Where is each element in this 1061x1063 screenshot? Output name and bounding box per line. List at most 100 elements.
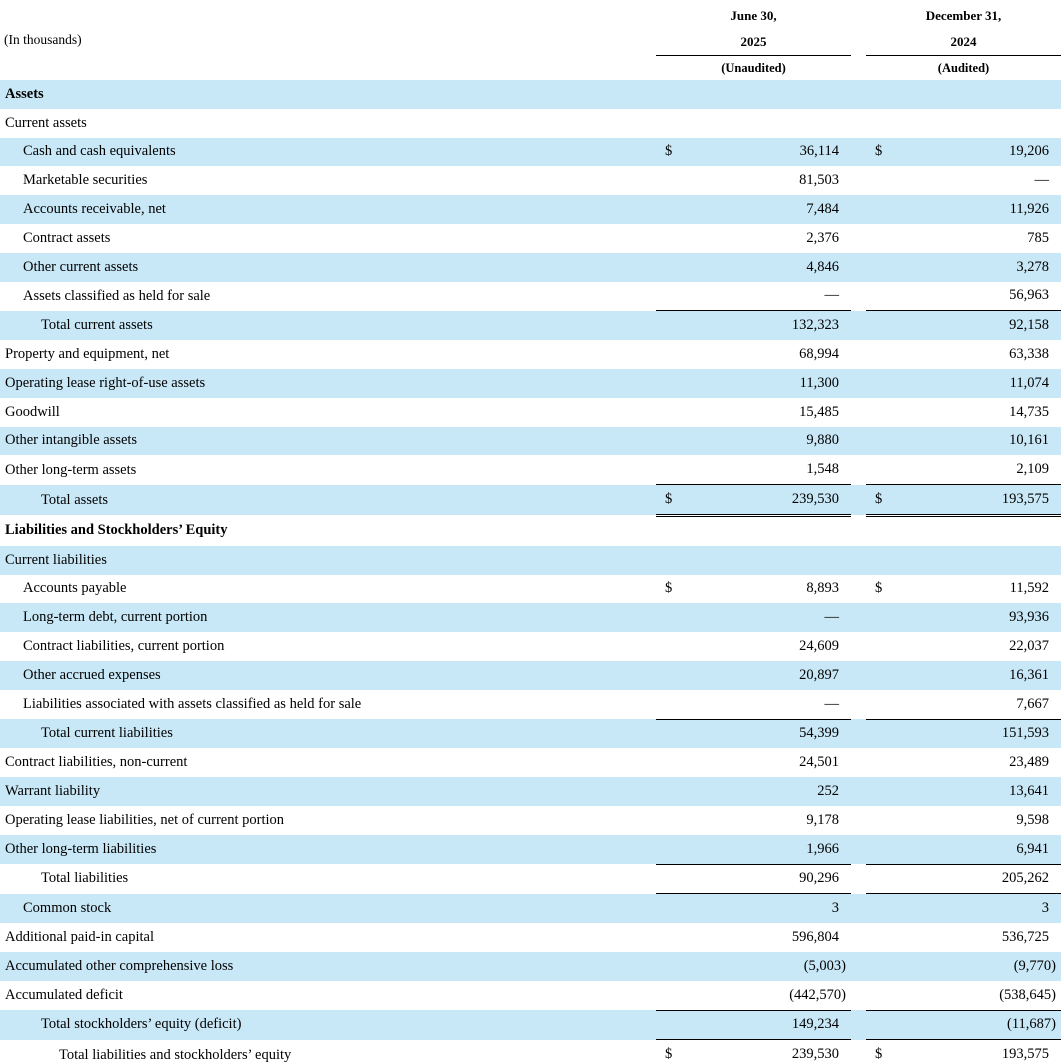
column-header-period-1: June 30, 2025 (Unaudited) [656,0,851,80]
value-col1: — [686,689,851,720]
row-label: Warrant liability [0,777,656,806]
value-col2: 536,725 [1001,929,1049,945]
column-gap [851,282,866,311]
currency-symbol-col1 [656,195,686,224]
value-col1: 596,804 [791,929,839,945]
column-gap [851,455,866,484]
column-gap [851,864,866,894]
value-col2 [896,80,1061,109]
value-col1: 1,966 [686,834,851,865]
row-label: Goodwill [5,403,60,420]
table-row: Total current assets 132,323 92,158 [0,310,1061,341]
currency-symbol-col2 [866,281,896,312]
table-row: Total assets $ 239,530 $ 193,575 [0,484,1061,517]
value-col1: — [686,603,851,633]
currency-symbol-col1 [656,951,686,981]
column-gap [851,834,866,865]
value-col1 [686,109,851,138]
row-label: Assets [0,80,656,109]
column-gap [851,109,866,138]
currency-symbol-col2 [866,806,896,835]
table-row: Total liabilities 90,296 205,262 [0,864,1061,895]
currency-symbol-col1: $ [665,580,673,597]
row-label: Contract assets [23,229,111,246]
currency-symbol-col1 [656,426,686,456]
table-row: Liabilities associated with assets class… [0,689,1061,720]
currency-symbol-col2: $ [875,580,883,597]
currency-symbol-col2: $ [866,1039,896,1063]
currency-symbol-col2: $ [866,137,896,167]
row-label: Other long-term liabilities [0,834,656,865]
currency-symbol-col2: $ [866,484,896,517]
currency-symbol-col2 [866,455,896,486]
column-gap [851,719,866,749]
row-label: Property and equipment, net [5,346,170,363]
table-row: Operating lease liabilities, net of curr… [0,806,1061,835]
value-col1: 2,376 [806,229,839,246]
value-col1: 149,234 [686,1010,851,1041]
currency-symbol-col1 [656,864,686,895]
table-row: Total stockholders’ equity (deficit) 149… [0,1010,1061,1041]
currency-symbol-col1 [656,281,686,312]
currency-symbol-col2 [866,545,896,575]
row-label: Marketable securities [23,172,148,189]
currency-symbol-col1 [656,398,686,427]
currency-symbol-col2 [866,340,896,369]
currency-symbol-col2 [866,515,896,545]
period-1-year: 2025 [740,34,767,49]
table-row: Property and equipment, net 68,994 63,33… [0,340,1061,369]
column-gap [851,166,866,195]
currency-symbol-col2 [866,195,896,224]
value-col2: — [1034,172,1050,189]
row-label: Accumulated other comprehensive loss [0,951,656,981]
value-col2: 11,074 [896,368,1061,398]
value-col1: 81,503 [799,172,839,189]
value-col2 [896,109,1061,138]
currency-symbol-col1 [656,340,686,369]
currency-symbol-col1 [656,806,686,835]
value-col1: 68,994 [799,346,839,363]
value-col1: 132,323 [686,310,851,341]
value-col1: 239,530 [686,1039,851,1063]
column-gap [851,224,866,253]
value-col2: (9,770) [896,951,1061,981]
table-row: Other long-term liabilities 1,966 6,941 [0,834,1061,865]
row-label: Current assets [5,114,87,131]
table-row: Contract liabilities, current portion 24… [0,632,1061,661]
table-row: Current assets [0,109,1061,138]
table-row: Warrant liability 252 13,641 [0,777,1061,806]
row-label: Other current assets [0,252,656,282]
column-gap [851,545,866,575]
currency-symbol-col2 [866,632,896,661]
row-label: Total stockholders’ equity (deficit) [0,1010,656,1040]
value-col2: 23,489 [1009,754,1049,771]
row-label: Common stock [0,893,656,924]
table-row: Other intangible assets 9,880 10,161 [0,426,1061,456]
currency-symbol-col1 [656,252,686,282]
table-row: Total current liabilities 54,399 151,593 [0,719,1061,749]
row-label: Total current liabilities [0,719,656,749]
column-gap [851,398,866,427]
value-col1 [686,545,851,575]
currency-symbol-col1 [656,980,686,1011]
row-label: Other long-term assets [5,461,137,478]
currency-symbol-col1 [656,545,686,575]
column-gap [851,660,866,690]
column-gap [851,80,866,109]
table-row: Contract liabilities, non-current 24,501… [0,748,1061,777]
value-col1: 7,484 [686,195,851,224]
currency-symbol-col1 [656,1010,686,1041]
value-col2 [896,545,1061,575]
table-row: Common stock 3 3 [0,893,1061,924]
table-row: Marketable securities 81,503 — [0,166,1061,195]
value-col2: 22,037 [1009,638,1049,655]
value-col1: 54,399 [686,719,851,749]
value-col2: 6,941 [896,834,1061,865]
currency-symbol-col2 [866,426,896,456]
currency-symbol-col2 [866,166,896,195]
column-gap [851,748,866,777]
value-col2: 3 [896,893,1061,924]
column-gap [851,923,866,952]
currency-symbol-col1 [656,368,686,398]
currency-symbol-col2 [866,310,896,341]
